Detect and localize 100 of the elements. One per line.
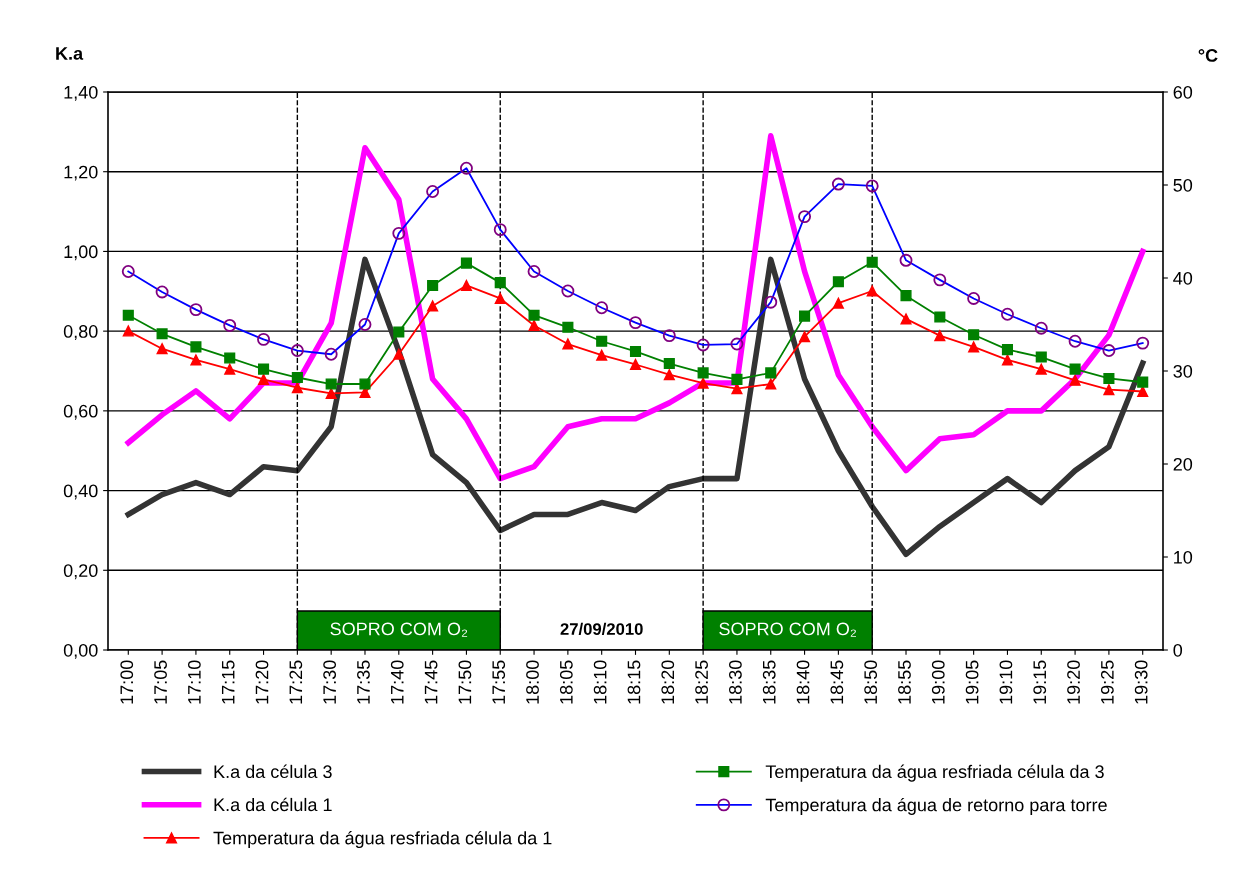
point	[494, 277, 506, 289]
y2-tick-label: 20	[1173, 457, 1193, 471]
x-tick-label: 17:50	[458, 660, 472, 704]
point	[562, 321, 574, 333]
point	[359, 378, 371, 390]
point	[1069, 374, 1081, 386]
point	[596, 349, 608, 361]
point	[427, 300, 439, 312]
y2-tick-label: 0	[1173, 643, 1183, 657]
x-tick-label: 18:50	[864, 660, 878, 704]
point	[156, 328, 168, 340]
y-axis-title: K.a	[56, 47, 84, 60]
point	[562, 338, 574, 350]
x-tick-label: 18:30	[729, 660, 742, 704]
x-tick-label: 17:20	[255, 660, 269, 704]
x-tick-label: 19:15	[1033, 660, 1047, 704]
annotation: 27/09/2010	[560, 622, 643, 636]
y-tick-label: 0,80	[63, 325, 98, 340]
legend-label: K.a da célula 3	[214, 764, 332, 779]
y2-tick-label: 60	[1173, 85, 1193, 99]
point	[325, 378, 337, 390]
point	[257, 373, 270, 385]
point	[596, 335, 608, 347]
point	[190, 341, 202, 353]
point	[1035, 351, 1047, 363]
legend-label: Temperatura da água resfriada célula da 3	[765, 764, 1104, 782]
point	[832, 276, 844, 288]
x-tick-label: 17:15	[221, 660, 235, 704]
legend-label: Temperatura da água resfriada célula da 1	[213, 830, 552, 849]
point	[460, 279, 472, 291]
point	[1103, 384, 1115, 396]
y2-tick-label: 50	[1173, 178, 1193, 192]
point	[427, 279, 439, 291]
x-tick-label: 17:40	[390, 660, 404, 704]
x-tick-label: 17:30	[323, 660, 337, 704]
x-tick-label: 18:45	[830, 660, 844, 704]
point	[663, 358, 675, 370]
x-tick-label: 17:25	[289, 660, 303, 704]
point	[291, 382, 303, 394]
x-tick-label: 18:20	[661, 660, 675, 704]
x-tick-label: 19:30	[1134, 660, 1148, 704]
x-tick-label: 19:05	[965, 660, 979, 704]
x-tick-label: 18:35	[762, 660, 776, 704]
y-tick-label: 0,40	[63, 484, 98, 500]
point	[528, 309, 540, 321]
point	[968, 329, 980, 341]
y2-axis-title: °C	[1198, 49, 1218, 62]
x-tick-label: 19:10	[999, 660, 1013, 704]
point	[122, 325, 134, 337]
x-tick-label: 18:55	[898, 660, 911, 704]
x-tick-label: 19:25	[1100, 660, 1114, 704]
point	[1035, 363, 1047, 375]
point	[257, 363, 270, 375]
point	[1001, 344, 1014, 356]
point	[765, 367, 777, 379]
point	[934, 311, 946, 323]
y-tick-label: 0,60	[63, 404, 98, 420]
point	[900, 290, 912, 302]
point	[224, 363, 236, 375]
point	[528, 319, 540, 331]
point	[393, 348, 405, 360]
x-tick-label: 18:15	[627, 660, 641, 704]
y2-tick-label: 10	[1174, 550, 1193, 564]
y-tick-label: 0,00	[63, 643, 98, 659]
y-tick-label: 0,20	[63, 564, 98, 580]
x-tick-label: 19:00	[931, 660, 945, 704]
point	[291, 371, 303, 384]
point	[731, 373, 743, 385]
point	[224, 352, 236, 364]
point	[1137, 376, 1149, 388]
point	[629, 345, 642, 358]
point	[968, 341, 980, 353]
point	[799, 331, 811, 343]
point	[1069, 363, 1081, 375]
point	[765, 378, 777, 390]
point	[663, 369, 675, 381]
annotation: SOPRO COM O₂	[719, 622, 856, 637]
point	[460, 257, 472, 269]
x-tick-label: 18:10	[593, 660, 607, 704]
y2-tick-label: 40	[1173, 271, 1193, 285]
y-tick-label: 1,40	[64, 85, 98, 101]
point	[799, 310, 811, 322]
point	[697, 377, 709, 389]
point	[832, 297, 844, 309]
point	[1103, 372, 1115, 384]
point	[190, 354, 202, 366]
y2-tick-label: 30	[1173, 364, 1193, 378]
x-tick-label: 17:45	[424, 660, 438, 704]
annotation: SOPRO COM O₂	[330, 622, 468, 637]
point	[494, 292, 506, 305]
x-tick-label: 17:05	[154, 660, 167, 704]
x-tick-label: 18:40	[796, 660, 810, 704]
x-tick-label: 17:10	[187, 660, 201, 704]
y-tick-label: 1,00	[64, 245, 98, 261]
x-tick-label: 18:25	[695, 660, 708, 704]
point	[629, 358, 642, 371]
legend-label: Temperatura da água de retorno para torre	[765, 797, 1107, 815]
x-tick-label: 18:05	[559, 660, 573, 704]
x-tick-label: 18:00	[526, 660, 539, 704]
point	[866, 285, 878, 297]
